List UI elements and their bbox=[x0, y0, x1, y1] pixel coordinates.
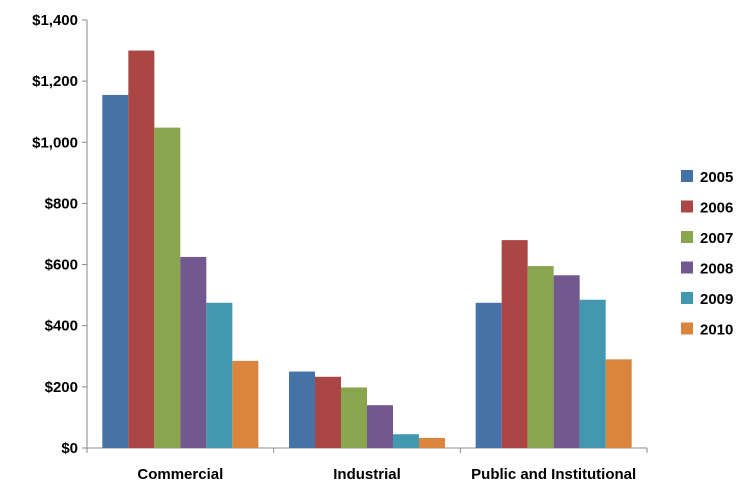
x-axis-category-labels: Commercial Industrial Public and Instituti… bbox=[86, 448, 648, 483]
x-category-label: Commercial bbox=[137, 466, 223, 483]
bar-2008-industrial bbox=[367, 405, 393, 448]
y-tick-label: $0 bbox=[61, 440, 78, 457]
legend-swatch-2010 bbox=[681, 322, 693, 335]
bar-2006-industrial bbox=[315, 376, 341, 448]
bar-2010-public-and-institutional bbox=[605, 359, 632, 448]
legend-label-2009: 2009 bbox=[700, 291, 733, 308]
x-category-label: Industrial bbox=[333, 466, 401, 483]
legend-label-2010: 2010 bbox=[700, 322, 733, 339]
bar-2010-industrial bbox=[419, 437, 445, 448]
legend-swatch-2009 bbox=[681, 292, 693, 304]
bar-2007-industrial bbox=[341, 387, 367, 448]
bar-2006-commercial bbox=[128, 50, 155, 448]
y-tick-label: $200 bbox=[45, 379, 78, 396]
y-tick-label: $600 bbox=[45, 257, 78, 274]
legend-swatch-2007 bbox=[681, 231, 693, 243]
bar-2007-public-and-institutional bbox=[527, 266, 554, 448]
y-tick-label: $1,200 bbox=[32, 73, 78, 90]
legend-swatch-2008 bbox=[681, 261, 693, 274]
bar-2005-public-and-institutional bbox=[475, 302, 502, 448]
bar-2010-commercial bbox=[232, 360, 259, 448]
y-tick-label: $400 bbox=[45, 318, 78, 335]
y-tick-label: $800 bbox=[45, 195, 78, 212]
bar-2009-commercial bbox=[206, 302, 233, 448]
bar-2009-public-and-institutional bbox=[579, 299, 606, 448]
bar-2009-industrial bbox=[393, 434, 419, 448]
y-axis-ticks: $0 $200 $400 $600 $800 $1,000 $1,200 $1,400 bbox=[32, 12, 87, 457]
y-tick-label: $1,400 bbox=[32, 12, 78, 29]
legend-label-2007: 2007 bbox=[700, 230, 733, 247]
bar-2008-public-and-institutional bbox=[553, 275, 580, 448]
bar-2007-commercial bbox=[154, 127, 181, 449]
y-tick-label: $1,000 bbox=[32, 134, 78, 151]
legend-label-2008: 2008 bbox=[700, 261, 733, 278]
bars bbox=[102, 50, 632, 449]
bar-2005-commercial bbox=[102, 94, 129, 449]
bar-2006-public-and-institutional bbox=[501, 240, 528, 448]
bar-2008-commercial bbox=[180, 256, 207, 448]
legend-swatch-2005 bbox=[681, 170, 693, 182]
legend-swatch-2006 bbox=[681, 200, 693, 213]
bar-2005-industrial bbox=[289, 371, 315, 448]
x-category-label: Public and Institutional bbox=[471, 466, 636, 483]
legend-label-2006: 2006 bbox=[700, 200, 733, 217]
legend: 2005 2006 2007 2008 2009 2010 bbox=[681, 169, 733, 339]
legend-label-2005: 2005 bbox=[700, 169, 733, 186]
